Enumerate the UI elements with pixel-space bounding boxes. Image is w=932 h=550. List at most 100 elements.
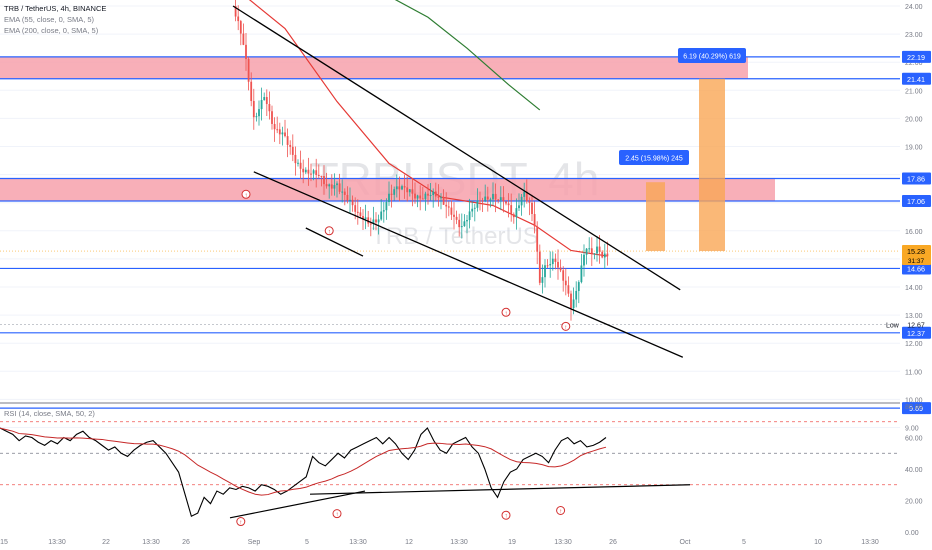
candle-body — [372, 219, 375, 224]
candle-body — [554, 258, 557, 262]
candle-body — [328, 184, 331, 187]
signal-glyph: ↑ — [505, 311, 508, 317]
candle-body — [377, 219, 380, 223]
price-tick: 16.00 — [905, 229, 923, 236]
time-tick: 22 — [102, 539, 110, 546]
candle-body — [252, 100, 255, 118]
candle-body — [450, 207, 453, 215]
candle-body — [499, 197, 502, 201]
measure-label-lower: 2.45 (15.98%) 245 — [625, 156, 683, 163]
candle-body — [562, 270, 565, 281]
candle-body — [411, 189, 414, 194]
ema55-legend[interactable]: EMA (55, close, 0, SMA, 5) — [4, 15, 95, 24]
candle-body — [364, 217, 367, 220]
candle-body — [510, 205, 513, 215]
candle-body — [466, 220, 468, 222]
candle-body — [473, 207, 476, 209]
candle-body — [302, 168, 305, 173]
candle-body — [559, 267, 562, 271]
falling-wedge — [232, 5, 684, 358]
candle-body — [375, 219, 377, 223]
rsi-signal — [501, 510, 511, 520]
signal-arrow — [501, 307, 511, 317]
candle-body — [575, 290, 578, 300]
candle-body — [460, 226, 463, 228]
candle-body — [502, 197, 505, 202]
candle-body — [367, 217, 370, 224]
candle-body — [242, 33, 245, 45]
measure-label-lower-bg — [619, 150, 689, 165]
candle-body — [432, 191, 435, 196]
time-tick: 5 — [305, 539, 309, 546]
rsi-signal-glyph: ↑ — [559, 509, 562, 515]
signal-arrow — [561, 321, 571, 331]
level-label: 12.37 — [907, 329, 925, 338]
candles — [234, 0, 609, 321]
candle-body — [255, 116, 258, 118]
price-tick: 14.00 — [905, 285, 923, 292]
price-axis[interactable]: 24.0023.0022.0021.0020.0019.0018.0017.00… — [886, 0, 932, 537]
candle-body — [416, 195, 419, 199]
time-tick: 13:30 — [142, 539, 160, 546]
candle-body — [577, 282, 580, 291]
rsi-legend[interactable]: RSI (14, close, SMA, 50, 2) — [4, 409, 95, 418]
candle-body — [421, 198, 424, 200]
candle-body — [341, 191, 344, 193]
candle-body — [440, 197, 442, 199]
time-tick: 10 — [814, 539, 822, 546]
candle-body — [273, 123, 276, 130]
wedge-line — [253, 171, 684, 358]
resistance-zone — [0, 178, 775, 202]
candle-body — [260, 100, 263, 110]
target-boxes: 6.19 (40.29%) 619 2.45 (15.98%) 245 — [619, 48, 746, 252]
candle-body — [520, 196, 523, 206]
low-value: 12.67 — [907, 322, 925, 329]
candle-body — [494, 193, 497, 200]
ema200-legend[interactable]: EMA (200, close, 0, SMA, 5) — [4, 26, 99, 35]
candle-body — [564, 280, 567, 286]
measure-label-upper-bg — [678, 48, 746, 63]
rsi-signal-glyph: ↑ — [505, 514, 508, 520]
level-label: 22.19 — [907, 53, 925, 62]
signal-arrow — [324, 226, 334, 236]
signal-glyph: ↑ — [564, 325, 567, 331]
candle-body — [588, 248, 591, 250]
price-tick: 11.00 — [905, 369, 922, 376]
candle-body — [297, 162, 299, 164]
candle-body — [239, 21, 242, 34]
level-label-bg — [902, 195, 931, 208]
candle-body — [245, 44, 247, 60]
signal-glyph: ↑ — [328, 229, 331, 235]
rsi-pane — [0, 421, 900, 519]
time-tick: Sep — [248, 539, 261, 546]
rsi-tick: 20.00 — [905, 499, 923, 506]
signal-glyph: ↑ — [245, 193, 248, 199]
candle-body — [385, 202, 388, 211]
measure-label-upper: 6.19 (40.29%) 619 — [683, 54, 741, 61]
candle-body — [518, 205, 520, 209]
candle-body — [237, 16, 240, 22]
countdown: 31:37 — [908, 258, 925, 265]
candle-body — [268, 104, 271, 112]
candle-body — [310, 173, 312, 175]
time-tick: 12 — [405, 539, 413, 546]
candle-body — [546, 265, 549, 267]
candle-body — [580, 265, 583, 283]
candle-body — [528, 201, 531, 203]
price-tick: 21.00 — [905, 88, 923, 95]
price-tick: 22.00 — [905, 60, 923, 67]
low-label: Low — [886, 322, 900, 329]
candle-body — [390, 193, 393, 195]
time-axis[interactable]: 15 13:30 22 13:30 26 Sep 5 13:30 12 13:30 19 13:30 2… — [0, 539, 879, 546]
candle-body — [497, 199, 500, 201]
candle-body — [541, 277, 544, 283]
candle-body — [549, 264, 552, 266]
candle-body — [354, 205, 357, 212]
rsi-tick: 40.00 — [905, 467, 923, 474]
candle-body — [505, 201, 507, 204]
candle-body — [395, 186, 398, 190]
candle-body — [447, 206, 450, 208]
symbol-header[interactable]: TRB / TetherUS, 4h, BINANCE — [4, 4, 107, 13]
